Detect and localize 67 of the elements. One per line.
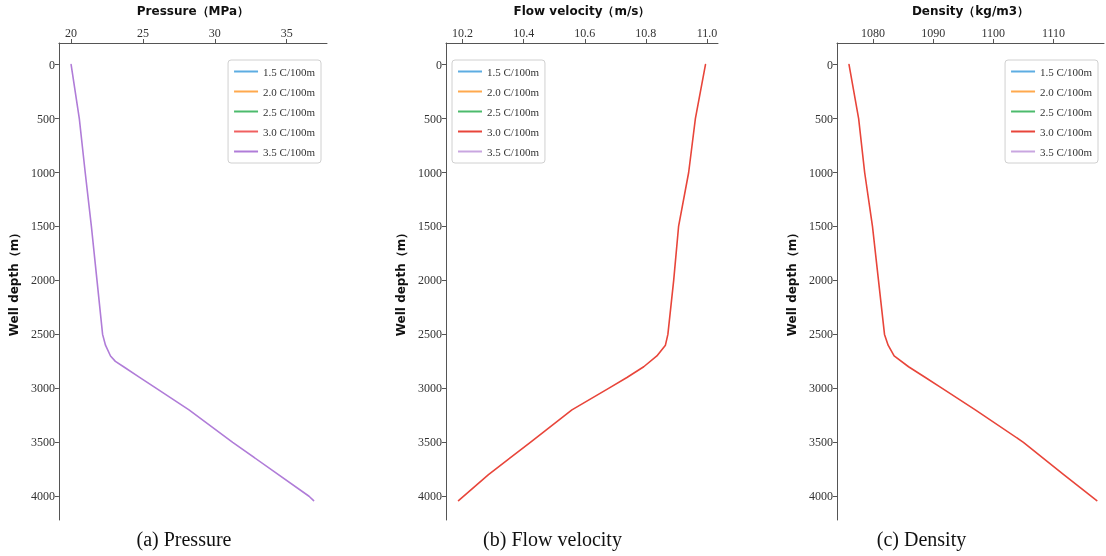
- x-tick-label: 10.4: [513, 26, 535, 40]
- y-tick-label: 2000: [30, 273, 55, 288]
- y-tick-label: 3000: [809, 381, 833, 396]
- y-axis-title: Well depth（m）: [7, 226, 21, 337]
- text: (c) Density: [876, 528, 967, 551]
- x-axis-title: Pressure（MPa）: [136, 4, 250, 18]
- y-tick-label: 1000: [418, 165, 442, 180]
- y-tick-label: 2500: [30, 327, 55, 342]
- text: (b) Flow velocity: [483, 528, 622, 551]
- y-tick-label: 3500: [809, 435, 833, 450]
- y-tick-label: 0: [48, 57, 55, 72]
- y-tick-label: 4000: [30, 489, 55, 504]
- x-axis-title: Density（kg/m3）: [911, 4, 1030, 18]
- x-tick-label: 1100: [981, 26, 1006, 40]
- y-tick-label: 1500: [809, 219, 833, 234]
- legend-label: 3.0 C/100m: [263, 125, 316, 138]
- y-tick-label: 2000: [809, 273, 833, 288]
- y-tick-label: 3000: [30, 381, 55, 396]
- legend-label: 3.0 C/100m: [1040, 125, 1093, 138]
- y-tick-label: 4000: [809, 489, 833, 504]
- legend-label: 2.5 C/100m: [263, 105, 316, 118]
- legend-label: 3.5 C/100m: [1040, 145, 1093, 158]
- y-tick-label: 3000: [418, 381, 442, 396]
- legend-label: 1.5 C/100m: [487, 65, 540, 78]
- y-tick-label: 3500: [418, 435, 442, 450]
- legend-label: 2.5 C/100m: [1040, 105, 1093, 118]
- x-tick-label: 10.2: [452, 26, 473, 40]
- y-tick-label: 1500: [418, 219, 442, 234]
- x-tick-label: 1090: [921, 26, 946, 40]
- y-axis-title: Well depth（m）: [394, 226, 409, 337]
- y-tick-label: 1000: [30, 165, 55, 180]
- y-tick-label: 500: [815, 111, 833, 126]
- legend-label: 3.5 C/100m: [263, 145, 316, 158]
- x-tick-label: 20: [65, 26, 78, 40]
- y-tick-label: 0: [827, 57, 833, 72]
- x-tick-label: 10.6: [574, 26, 596, 40]
- y-tick-label: 500: [36, 111, 55, 126]
- y-tick-label: 1500: [30, 219, 55, 234]
- legend-label: 3.5 C/100m: [487, 145, 540, 158]
- line-series: [70, 63, 315, 502]
- x-tick-label: 1080: [861, 26, 886, 40]
- y-tick-label: 0: [436, 57, 442, 72]
- x-tick-label: 25: [137, 26, 149, 40]
- legend-label: 2.0 C/100m: [1040, 85, 1093, 98]
- legend-label: 3.0 C/100m: [487, 125, 540, 138]
- x-tick-label: 1110: [1041, 26, 1066, 40]
- line-series: [848, 63, 1098, 502]
- y-tick-label: 1000: [809, 165, 833, 180]
- legend-label: 1.5 C/100m: [263, 65, 316, 78]
- legend-label: 2.0 C/100m: [487, 85, 540, 98]
- x-tick-label: 35: [280, 26, 293, 40]
- x-axis-title: Flow velocity（m/s）: [513, 4, 651, 18]
- legend-label: 2.0 C/100m: [263, 85, 316, 98]
- y-tick-label: 3500: [30, 435, 55, 450]
- y-tick-label: 4000: [418, 489, 442, 504]
- y-tick-label: 2000: [418, 273, 442, 288]
- x-tick-label: 10.8: [635, 26, 657, 40]
- line-series: [457, 63, 707, 502]
- legend-label: 2.5 C/100m: [487, 105, 540, 118]
- y-tick-label: 2500: [418, 327, 442, 342]
- text: (a) Pressure: [136, 528, 232, 551]
- y-tick-label: 500: [424, 111, 442, 126]
- y-tick-label: 2500: [809, 327, 833, 342]
- x-tick-label: 30: [208, 26, 221, 40]
- y-axis-title: Well depth（m）: [785, 226, 800, 337]
- x-tick-label: 11.0: [696, 26, 718, 40]
- legend-label: 1.5 C/100m: [1040, 65, 1093, 78]
